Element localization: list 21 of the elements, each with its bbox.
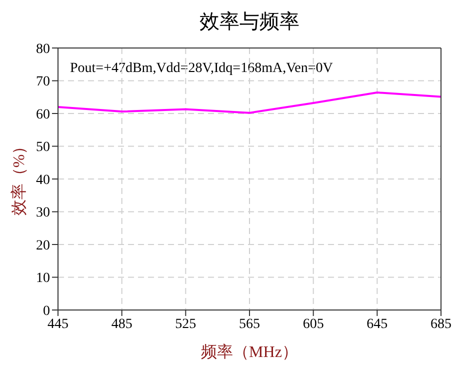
y-tick-label: 10 (36, 271, 50, 286)
x-tick-label: 685 (430, 316, 452, 332)
annotation: Pout=+47dBm,Vdd=28V,Idq=168mA,Ven=0V (70, 61, 333, 77)
y-tick-label: 20 (36, 238, 50, 254)
y-tick-label: 70 (36, 74, 50, 90)
x-tick-label: 445 (48, 316, 68, 332)
y-tick-label: 0 (43, 304, 50, 319)
x-tick-label: 645 (366, 316, 388, 332)
x-tick-label: 525 (175, 316, 196, 332)
y-tick-label: 30 (36, 206, 50, 221)
y-tick-label: 50 (36, 140, 50, 156)
y-tick-label: 60 (36, 107, 50, 122)
line-series (58, 92, 441, 114)
x-tick-label: 485 (111, 316, 132, 332)
y-tick-label: 80 (36, 42, 50, 57)
y-tick-label: 40 (36, 172, 50, 188)
x-tick-label: 605 (302, 316, 324, 332)
y-axis-title: 效率（%） (11, 137, 29, 218)
chart-title: 效率与频率 (198, 10, 300, 35)
x-tick-label: 565 (239, 316, 260, 332)
x-axis-title: 频率（MHz） (201, 343, 298, 361)
